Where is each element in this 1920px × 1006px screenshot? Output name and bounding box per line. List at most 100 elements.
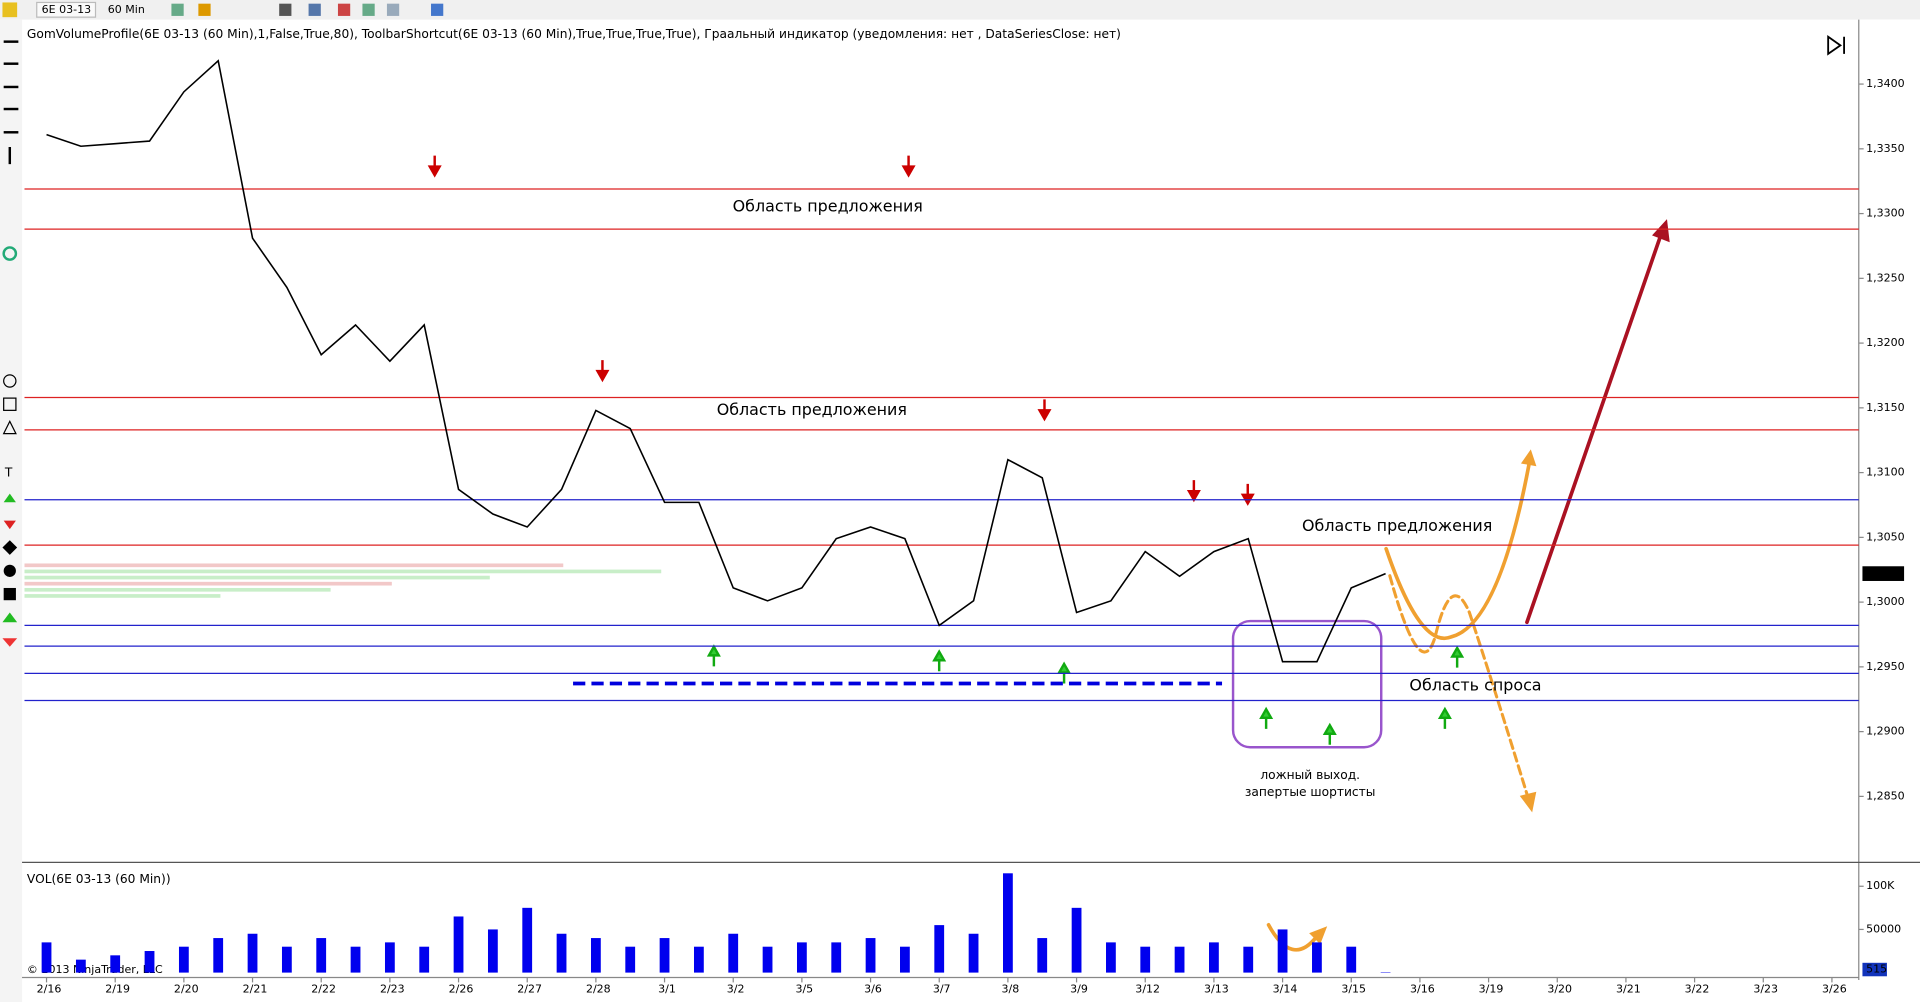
profile-bar [24, 588, 330, 592]
volume-bar [385, 942, 395, 972]
x-tick-label: 3/8 [1001, 983, 1019, 996]
x-tick-label: 2/19 [105, 983, 130, 996]
x-tick-label: 2/28 [586, 983, 611, 996]
volume-bar [179, 947, 189, 973]
toolbar-icon[interactable] [338, 4, 350, 16]
volume-bar [934, 925, 944, 972]
y-tick-label: 1,3100 [1866, 466, 1905, 479]
x-tick-label: 2/20 [174, 983, 199, 996]
y-tick-label: 1,3300 [1866, 207, 1905, 220]
volume-bar [1003, 873, 1013, 972]
volume-bar [763, 947, 773, 973]
volume-bar [1278, 929, 1288, 972]
volume-bar [1140, 947, 1150, 973]
volume-bar [866, 938, 876, 973]
volume-bar [1209, 942, 1219, 972]
x-tick-label: 3/5 [795, 983, 813, 996]
x-tick-label: 2/23 [380, 983, 405, 996]
drawing-toolbar [0, 20, 22, 1002]
y-tick-label: 1,3200 [1866, 336, 1905, 349]
tool[interactable] [4, 588, 16, 600]
x-tick-label: 3/14 [1273, 983, 1298, 996]
x-tick-label: 3/22 [1685, 983, 1710, 996]
instrument[interactable]: 6E 03-13 [42, 3, 91, 16]
volume-bar [419, 947, 429, 973]
toolbar-icon[interactable] [387, 4, 399, 16]
toolbar-icon[interactable] [171, 4, 183, 16]
toolbar-icon[interactable] [2, 2, 17, 17]
volume-bar [1346, 947, 1356, 973]
interval[interactable]: 60 Min [108, 3, 145, 16]
volume-bar [282, 947, 292, 973]
x-tick-label: 3/7 [933, 983, 951, 996]
y-tick-label: 1,3050 [1866, 530, 1905, 543]
profile-bar [24, 582, 391, 586]
x-tick-label: 2/16 [37, 983, 62, 996]
x-tick-label: 3/23 [1753, 983, 1778, 996]
volume-bar [1175, 947, 1185, 973]
annotation: ложный выход. [1260, 768, 1360, 782]
profile-bar [24, 563, 563, 567]
volume-bar [694, 947, 704, 973]
price-axis-area [1859, 20, 1920, 1002]
toolbar-icon[interactable] [431, 4, 443, 16]
volume-bar [831, 942, 841, 972]
volume-bar [797, 942, 807, 972]
tool[interactable] [4, 565, 16, 577]
profile-bar [24, 570, 661, 574]
annotation: Область спроса [1409, 675, 1541, 694]
toolbar-icon[interactable] [198, 4, 210, 16]
y-tick-label: 50000 [1866, 922, 1901, 935]
volume-bar [1072, 908, 1082, 973]
volume-bar [1312, 942, 1322, 972]
volume-bar [522, 908, 532, 973]
volume-bar [110, 955, 120, 972]
y-tick-label: 1,3400 [1866, 77, 1905, 90]
tool[interactable]: T [4, 465, 13, 479]
volume-bar [557, 934, 567, 973]
toolbar-icon[interactable] [362, 4, 374, 16]
x-tick-label: 2/22 [311, 983, 336, 996]
x-tick-label: 3/2 [727, 983, 745, 996]
volume-bar [1243, 947, 1253, 973]
x-tick-label: 3/21 [1616, 983, 1641, 996]
last-volume-label: 515 [1866, 963, 1887, 976]
volume-bar [454, 916, 464, 972]
x-tick-label: 2/27 [517, 983, 542, 996]
volume-bar [969, 934, 979, 973]
volume-bar [213, 938, 223, 973]
x-tick-label: 3/16 [1410, 983, 1435, 996]
volume-bar [76, 960, 86, 973]
annotation: запертые шортисты [1245, 785, 1376, 799]
volume-bar [1106, 942, 1116, 972]
y-tick-label: 1,2850 [1866, 789, 1905, 802]
y-tick-label: 1,3150 [1866, 401, 1905, 414]
volume-bar [42, 942, 52, 972]
x-tick-label: 3/19 [1479, 983, 1504, 996]
volume-bar [351, 947, 361, 973]
profile-bar [24, 576, 489, 580]
volume-bar [591, 938, 601, 973]
volume-bar [316, 938, 326, 973]
volume-bar [145, 951, 155, 973]
x-tick-label: 3/26 [1822, 983, 1847, 996]
volume-title: VOL(6E 03-13 (60 Min)) [27, 872, 171, 886]
annotation: Область предложения [733, 197, 923, 216]
volume-bar [625, 947, 635, 973]
last-price-label: 1,3022 [1866, 567, 1905, 580]
y-tick-label: 1,3350 [1866, 142, 1905, 155]
x-tick-label: 3/9 [1070, 983, 1088, 996]
volume-bar [728, 934, 738, 973]
toolbar-icon[interactable] [309, 4, 321, 16]
x-tick-label: 3/1 [658, 983, 676, 996]
x-tick-label: 3/13 [1204, 983, 1229, 996]
annotation: Область предложения [717, 400, 907, 419]
volume-bar [248, 934, 258, 973]
toolbar-icon[interactable] [279, 4, 291, 16]
x-tick-label: 2/21 [243, 983, 268, 996]
volume-bar [488, 929, 498, 972]
volume-bar [900, 947, 910, 973]
